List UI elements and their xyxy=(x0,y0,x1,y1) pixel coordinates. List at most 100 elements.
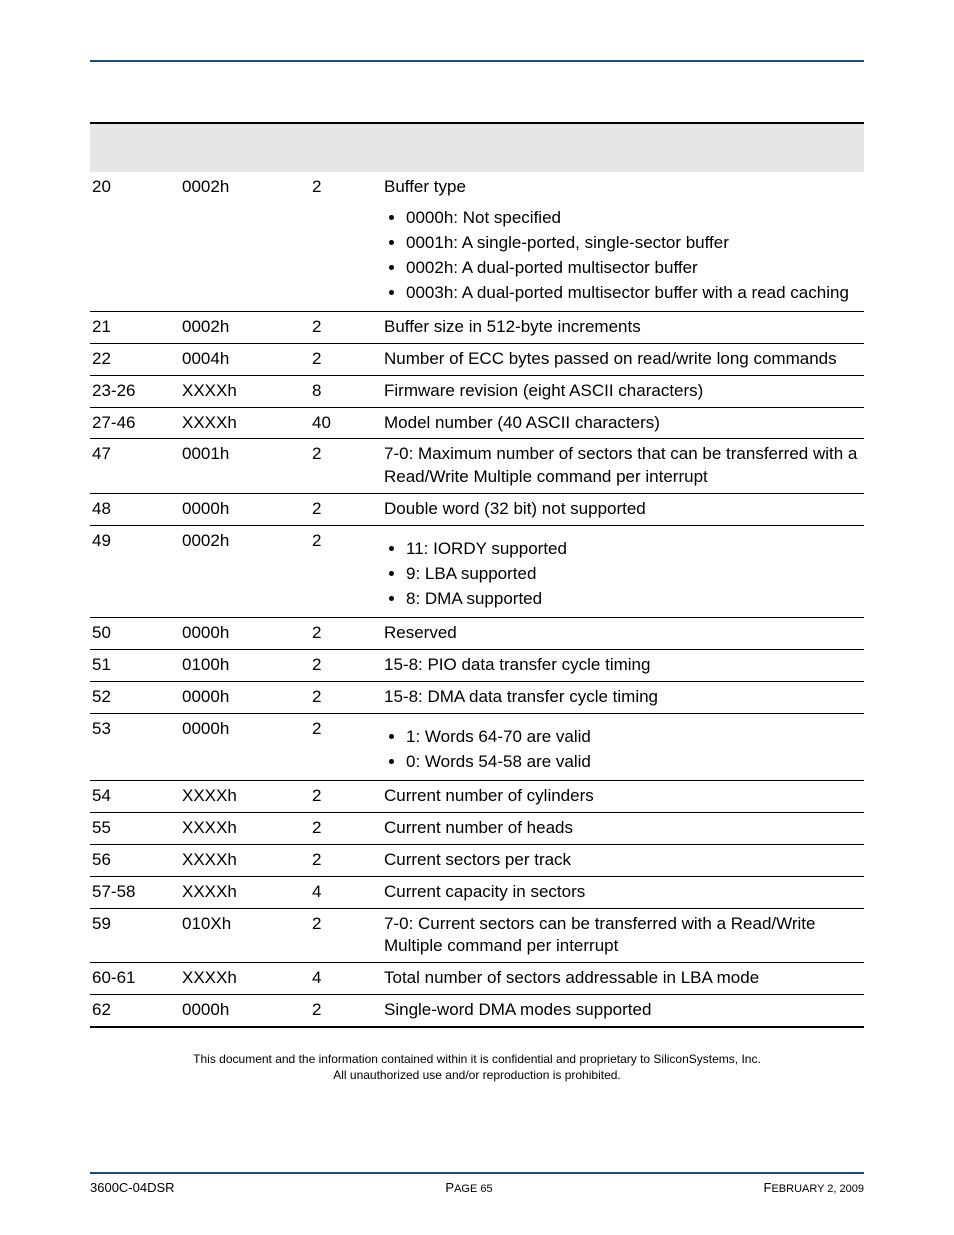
cell-word: 54 xyxy=(90,780,180,812)
table-row: 57-58XXXXh4Current capacity in sectors xyxy=(90,876,864,908)
cell-bytes: 4 xyxy=(310,963,382,995)
cell-description: Number of ECC bytes passed on read/write… xyxy=(382,343,864,375)
cell-word: 62 xyxy=(90,995,180,1026)
desc-list-item: 0000h: Not specified xyxy=(406,207,858,230)
cell-description: Current number of cylinders xyxy=(382,780,864,812)
cell-description: Current number of heads xyxy=(382,812,864,844)
table-row: 23-26XXXXh8Firmware revision (eight ASCI… xyxy=(90,375,864,407)
table-header-band xyxy=(90,124,864,172)
table-container: 200002h2Buffer type0000h: Not specified0… xyxy=(90,122,864,1028)
cell-value: 0000h xyxy=(180,995,310,1026)
cell-word: 51 xyxy=(90,650,180,682)
cell-value: XXXXh xyxy=(180,812,310,844)
cell-value: XXXXh xyxy=(180,963,310,995)
cell-word: 23-26 xyxy=(90,375,180,407)
desc-list-item: 0003h: A dual-ported multisector buffer … xyxy=(406,282,858,305)
page: 200002h2Buffer type0000h: Not specified0… xyxy=(0,0,954,1235)
cell-bytes: 2 xyxy=(310,526,382,618)
table-row: 59010Xh27-0: Current sectors can be tran… xyxy=(90,908,864,963)
desc-list-item: 9: LBA supported xyxy=(406,563,858,586)
cell-word: 57-58 xyxy=(90,876,180,908)
disclaimer: This document and the information contai… xyxy=(90,1052,864,1083)
cell-value: 0002h xyxy=(180,311,310,343)
table-row: 54XXXXh2Current number of cylinders xyxy=(90,780,864,812)
cell-description: Reserved xyxy=(382,618,864,650)
page-footer: 3600C-04DSR PAGE 65 FEBRUARY 2, 2009 xyxy=(90,1172,864,1195)
desc-list-item: 0002h: A dual-ported multisector buffer xyxy=(406,257,858,280)
table-row: 56XXXXh2Current sectors per track xyxy=(90,844,864,876)
table-row: 520000h215-8: DMA data transfer cycle ti… xyxy=(90,681,864,713)
cell-word: 21 xyxy=(90,311,180,343)
cell-value: XXXXh xyxy=(180,407,310,439)
cell-description: Firmware revision (eight ASCII character… xyxy=(382,375,864,407)
cell-value: 0100h xyxy=(180,650,310,682)
cell-description: Model number (40 ASCII characters) xyxy=(382,407,864,439)
footer-center: PAGE 65 xyxy=(445,1180,492,1195)
cell-description: 15-8: DMA data transfer cycle timing xyxy=(382,681,864,713)
desc-list-item: 1: Words 64-70 are valid xyxy=(406,726,858,749)
cell-bytes: 2 xyxy=(310,343,382,375)
table-row: 55XXXXh2Current number of heads xyxy=(90,812,864,844)
cell-value: 0000h xyxy=(180,681,310,713)
cell-word: 60-61 xyxy=(90,963,180,995)
cell-bytes: 2 xyxy=(310,780,382,812)
cell-value: 0000h xyxy=(180,494,310,526)
cell-bytes: 2 xyxy=(310,618,382,650)
table-row: 530000h21: Words 64-70 are valid0: Words… xyxy=(90,713,864,780)
cell-bytes: 2 xyxy=(310,844,382,876)
cell-value: 0002h xyxy=(180,172,310,311)
desc-list-item: 0001h: A single-ported, single-sector bu… xyxy=(406,232,858,255)
cell-bytes: 2 xyxy=(310,681,382,713)
cell-value: XXXXh xyxy=(180,375,310,407)
cell-bytes: 2 xyxy=(310,311,382,343)
cell-value: 0000h xyxy=(180,713,310,780)
cell-value: 010Xh xyxy=(180,908,310,963)
cell-description: Double word (32 bit) not supported xyxy=(382,494,864,526)
desc-list-item: 0: Words 54-58 are valid xyxy=(406,751,858,774)
cell-value: 0000h xyxy=(180,618,310,650)
cell-value: XXXXh xyxy=(180,844,310,876)
table-row: 27-46XXXXh40Model number (40 ASCII chara… xyxy=(90,407,864,439)
cell-word: 48 xyxy=(90,494,180,526)
cell-word: 27-46 xyxy=(90,407,180,439)
cell-word: 47 xyxy=(90,439,180,494)
cell-bytes: 2 xyxy=(310,995,382,1026)
cell-bytes: 2 xyxy=(310,812,382,844)
cell-bytes: 2 xyxy=(310,439,382,494)
cell-bytes: 4 xyxy=(310,876,382,908)
table-row: 480000h2Double word (32 bit) not support… xyxy=(90,494,864,526)
cell-word: 55 xyxy=(90,812,180,844)
cell-word: 53 xyxy=(90,713,180,780)
cell-word: 50 xyxy=(90,618,180,650)
cell-description: Buffer type0000h: Not specified0001h: A … xyxy=(382,172,864,311)
cell-value: 0004h xyxy=(180,343,310,375)
table-row: 620000h2Single-word DMA modes supported xyxy=(90,995,864,1026)
cell-word: 59 xyxy=(90,908,180,963)
cell-description: 15-8: PIO data transfer cycle timing xyxy=(382,650,864,682)
desc-list: 0000h: Not specified0001h: A single-port… xyxy=(384,207,858,305)
cell-bytes: 2 xyxy=(310,494,382,526)
cell-description: 7-0: Maximum number of sectors that can … xyxy=(382,439,864,494)
cell-value: 0002h xyxy=(180,526,310,618)
table-row: 490002h211: IORDY supported9: LBA suppor… xyxy=(90,526,864,618)
cell-word: 20 xyxy=(90,172,180,311)
cell-word: 56 xyxy=(90,844,180,876)
disclaimer-line1: This document and the information contai… xyxy=(193,1052,761,1066)
table-row: 510100h215-8: PIO data transfer cycle ti… xyxy=(90,650,864,682)
cell-description: Current sectors per track xyxy=(382,844,864,876)
footer-left: 3600C-04DSR xyxy=(90,1180,175,1195)
cell-value: XXXXh xyxy=(180,780,310,812)
cell-description: Buffer size in 512-byte increments xyxy=(382,311,864,343)
footer-right: FEBRUARY 2, 2009 xyxy=(764,1180,865,1195)
cell-description: Single-word DMA modes supported xyxy=(382,995,864,1026)
top-rule xyxy=(90,60,864,62)
desc-list-item: 8: DMA supported xyxy=(406,588,858,611)
cell-word: 49 xyxy=(90,526,180,618)
cell-value: 0001h xyxy=(180,439,310,494)
table-row: 200002h2Buffer type0000h: Not specified0… xyxy=(90,172,864,311)
cell-value: XXXXh xyxy=(180,876,310,908)
cell-bytes: 2 xyxy=(310,650,382,682)
table-row: 60-61XXXXh4Total number of sectors addre… xyxy=(90,963,864,995)
cell-description: Current capacity in sectors xyxy=(382,876,864,908)
cell-description: 11: IORDY supported9: LBA supported8: DM… xyxy=(382,526,864,618)
